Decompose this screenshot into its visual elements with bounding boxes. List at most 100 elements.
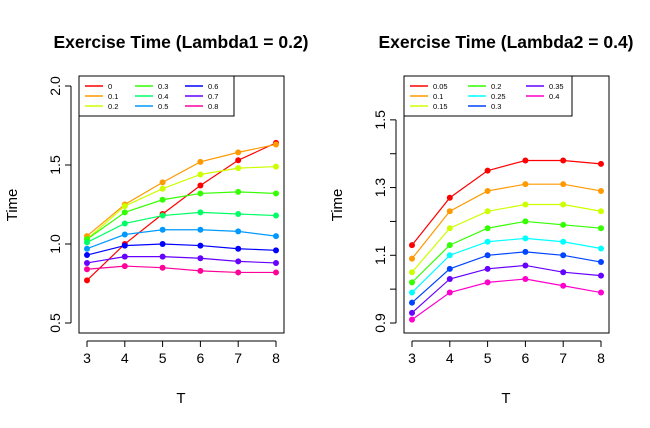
left-legend-label: 0.4 <box>158 92 168 101</box>
left-data-point <box>235 245 242 252</box>
right-legend-item: 0.25 <box>468 92 506 101</box>
left-legend-label: 0.7 <box>208 92 218 101</box>
left-data-point <box>121 263 128 270</box>
right-x-tick-label: 4 <box>446 350 454 366</box>
left-y-tick-label: 1.0 <box>47 234 63 254</box>
right-y-tick-label: 1.5 <box>372 110 388 130</box>
right-legend-label: 0.35 <box>549 82 564 91</box>
left-series-line <box>86 143 277 237</box>
right-legend-item: 0.3 <box>468 102 501 111</box>
left-data-point <box>84 266 90 273</box>
right-legend-box <box>403 75 573 117</box>
right-legend-item: 0.05 <box>410 82 448 91</box>
right-legend-item: 0.1 <box>410 92 443 101</box>
left-chart-ylabel: Time <box>4 189 21 222</box>
right-y-tick-label: 0.9 <box>372 313 388 333</box>
right-data-point <box>446 252 453 259</box>
right-data-point <box>409 269 415 276</box>
left-legend-label: 0.3 <box>158 82 168 91</box>
left-data-point <box>235 269 242 276</box>
right-series-3 <box>409 218 604 286</box>
right-data-point <box>522 181 529 188</box>
right-series-5 <box>409 248 604 306</box>
left-series-line <box>86 211 277 243</box>
right-legend-label: 0.1 <box>433 92 443 101</box>
right-legend-item: 0.2 <box>468 82 501 91</box>
right-legend-label: 0.4 <box>549 92 559 101</box>
right-data-point <box>446 265 453 272</box>
left-data-point <box>197 242 204 249</box>
left-data-point <box>197 255 204 262</box>
right-data-point <box>522 235 529 242</box>
right-data-point <box>484 167 491 174</box>
left-data-point <box>197 267 204 274</box>
right-data-point <box>409 279 415 286</box>
right-series-4 <box>409 235 604 296</box>
right-series-2 <box>409 201 604 276</box>
right-chart-title: Exercise Time (Lambda2 = 0.4) <box>378 32 633 52</box>
right-data-point <box>560 201 567 208</box>
left-data-point <box>197 158 204 165</box>
right-data-point <box>409 289 415 296</box>
left-x-tick-label: 6 <box>197 350 205 366</box>
left-data-point <box>273 259 279 266</box>
left-data-point <box>273 212 279 219</box>
right-data-point <box>446 225 453 232</box>
left-data-point <box>121 220 128 227</box>
right-y-tick-label: 1.1 <box>372 245 388 265</box>
left-data-point <box>84 252 90 259</box>
right-series-1 <box>409 181 604 262</box>
left-legend-item: 0 <box>85 82 112 91</box>
left-data-point <box>273 163 279 170</box>
left-data-point <box>273 269 279 276</box>
right-data-point <box>560 252 567 259</box>
right-data-point <box>409 309 415 316</box>
right-series-0 <box>409 157 604 249</box>
left-data-point <box>121 242 128 249</box>
left-x-tick-label: 3 <box>83 350 91 366</box>
left-chart-panel: Exercise Time (Lambda1 = 0.2) T Time 3 4 5… <box>4 32 309 407</box>
right-chart-xlabel: T <box>501 390 510 407</box>
right-chart-panel: Exercise Time (Lambda2 = 0.4) T Time 3 4 5… <box>329 32 634 407</box>
right-legend-label: 0.2 <box>491 82 501 91</box>
right-data-point <box>446 275 453 282</box>
right-data-point <box>484 238 491 245</box>
right-data-point <box>446 194 453 201</box>
right-data-point <box>446 289 453 296</box>
right-data-point <box>522 262 529 269</box>
right-data-point <box>598 272 604 279</box>
right-series-line <box>411 220 602 283</box>
right-data-point <box>598 225 604 232</box>
left-series-line <box>86 165 277 240</box>
left-series-line <box>86 243 277 256</box>
left-data-point <box>273 190 279 197</box>
right-data-point <box>522 157 529 164</box>
right-data-point <box>522 248 529 255</box>
right-legend-label: 0.15 <box>433 102 448 111</box>
left-legend-item: 0.5 <box>135 102 168 111</box>
left-series-line <box>86 265 276 274</box>
right-legend-label: 0.3 <box>491 102 501 111</box>
left-data-point <box>84 239 90 246</box>
left-data-point <box>197 182 204 189</box>
right-legend-item: 0.4 <box>526 92 559 101</box>
right-x-tick-label: 8 <box>597 350 605 366</box>
left-y-tick-label: 1.5 <box>47 155 63 175</box>
left-data-point <box>159 185 166 192</box>
left-y-tick-label: 0.5 <box>47 313 63 333</box>
right-data-point <box>598 259 604 266</box>
left-legend-label: 0.1 <box>108 92 118 101</box>
left-legend: 00.10.2 0.30.40.5 0.60.70.8 <box>78 75 235 117</box>
left-series-5 <box>84 226 279 252</box>
left-data-point <box>121 203 128 210</box>
left-data-point <box>235 210 242 217</box>
right-data-point <box>560 238 567 245</box>
left-x-tick-label: 4 <box>121 350 129 366</box>
right-data-point <box>598 245 604 252</box>
right-series-line <box>411 278 602 321</box>
right-data-point <box>598 289 604 296</box>
right-data-point <box>446 208 453 215</box>
left-series-line <box>86 142 277 281</box>
